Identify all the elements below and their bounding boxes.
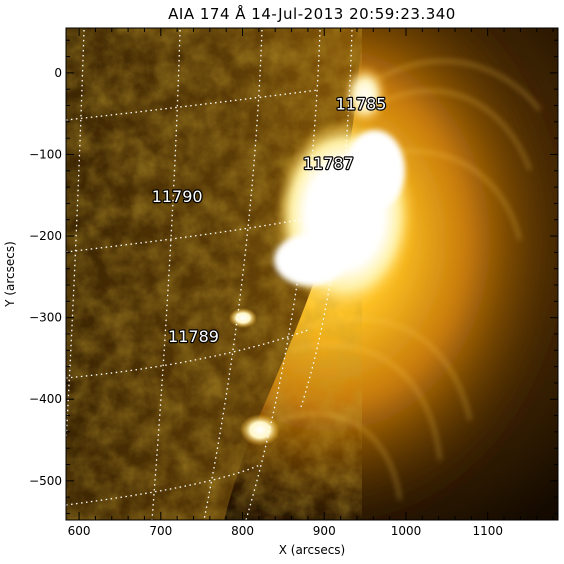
x-tick-label: 900	[313, 524, 336, 538]
longitude-line	[151, 29, 181, 520]
flare-core-upper	[345, 130, 405, 210]
y-tick-label: −100	[29, 147, 62, 161]
active-region-labels: 11785 11787 11790 11789	[150, 93, 387, 347]
x-tick-label: 700	[149, 524, 172, 538]
upper-bright-loop	[343, 65, 387, 125]
x-tick-label: 1000	[391, 524, 422, 538]
y-tick-label: −300	[29, 311, 62, 325]
y-tick-label: −400	[29, 392, 62, 406]
x-tick-label: 1100	[472, 524, 503, 538]
latitude-line	[66, 464, 261, 506]
plot-title: AIA 174 Å 14-Jul-2013 20:59:23.340	[168, 5, 456, 23]
longitude-line	[66, 29, 85, 441]
longitude-line	[203, 29, 263, 520]
y-tick-label: 0	[54, 66, 62, 80]
y-axis-ticks: 0 −100 −200 −300 −400 −500	[29, 39, 558, 514]
x-axis-ticks: 600 700 800 900 1000 1100	[68, 28, 554, 538]
flare-core-lower	[274, 234, 346, 286]
heliographic-grid	[66, 29, 353, 520]
bright-patch-lower	[240, 414, 280, 446]
plot-frame	[65, 27, 559, 521]
latitude-line	[66, 212, 337, 253]
longitude-line	[245, 29, 321, 520]
x-tick-label: 800	[231, 524, 254, 538]
bright-patch-mid	[229, 308, 257, 328]
solar-image: 11785 11787 11790 11789	[66, 28, 558, 520]
y-tick-label: −500	[29, 474, 62, 488]
latitude-line	[66, 89, 319, 121]
active-region-label-11789: 11789	[168, 327, 219, 346]
active-region-label-11790: 11790	[152, 187, 203, 206]
y-tick-label: −200	[29, 229, 62, 243]
y-axis-title: Y (arcsecs)	[3, 241, 17, 308]
active-region-label-11785: 11785	[336, 95, 387, 114]
x-tick-label: 600	[68, 524, 91, 538]
x-axis-title: X (arcsecs)	[279, 543, 346, 557]
active-region-label-11787: 11787	[303, 154, 354, 173]
disk-texture	[66, 28, 362, 520]
